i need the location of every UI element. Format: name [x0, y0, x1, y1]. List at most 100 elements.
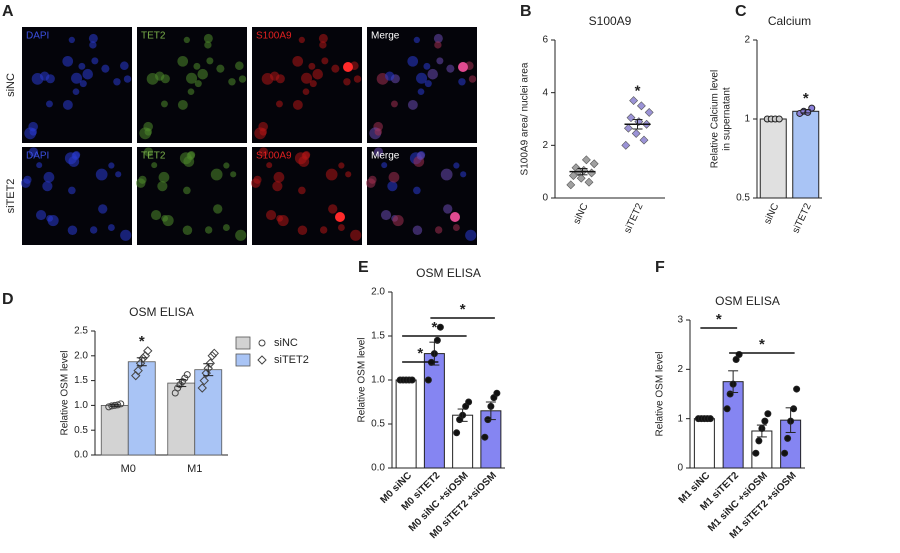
- cell: [62, 55, 74, 67]
- micrograph: [367, 27, 477, 143]
- data-point: [133, 365, 143, 376]
- y-tick-label: 0.0: [371, 463, 385, 474]
- cell: [62, 99, 73, 110]
- panel-letter: C: [735, 3, 747, 20]
- data-point: [181, 374, 189, 382]
- cell: [416, 72, 428, 84]
- cell: [270, 71, 280, 81]
- cell: [443, 204, 453, 214]
- cell: [258, 147, 269, 157]
- significance: *: [635, 83, 641, 100]
- y-tick-label: 2.0: [74, 350, 88, 361]
- micrograph: [252, 27, 362, 143]
- cell: [150, 209, 162, 221]
- cell: [453, 162, 460, 169]
- cell: [392, 214, 404, 227]
- y-axis-label: Relative Calcium level: [710, 70, 721, 168]
- cell: [228, 78, 236, 86]
- y-tick-label: 1.0: [74, 400, 88, 411]
- cell: [107, 224, 115, 232]
- cell: [68, 186, 76, 195]
- y-tick-label: 0: [542, 193, 548, 204]
- cell: [417, 88, 425, 96]
- cell: [433, 33, 443, 43]
- significance: *: [417, 345, 423, 362]
- cell: [101, 64, 110, 73]
- panel-letter: E: [358, 259, 369, 276]
- y-tick-label: 1.5: [74, 375, 88, 386]
- data-point: [584, 177, 594, 187]
- y-tick-label: 2: [744, 35, 750, 46]
- data-point: [143, 346, 153, 356]
- cell: [388, 171, 400, 183]
- significance: *: [759, 336, 765, 353]
- bar: [100, 404, 129, 456]
- data-point: [197, 383, 207, 393]
- data-point: [626, 113, 636, 123]
- bar: [167, 382, 196, 456]
- legend-swatch: [235, 336, 251, 350]
- data-point: [566, 180, 576, 190]
- cell: [350, 229, 362, 241]
- cell: [436, 57, 444, 65]
- cell: [413, 36, 420, 44]
- cell: [328, 204, 338, 214]
- cell: [298, 36, 305, 44]
- bar: [452, 414, 474, 469]
- cell: [210, 168, 223, 181]
- channel-label: S100A9: [256, 151, 292, 162]
- cell: [460, 171, 467, 178]
- y-tick-label: 2.0: [371, 287, 385, 298]
- cell: [72, 88, 80, 96]
- cell: [345, 171, 352, 178]
- cell: [186, 151, 195, 160]
- bar: [792, 110, 820, 199]
- cell: [35, 209, 47, 221]
- cell: [193, 62, 201, 70]
- y-tick-label: 0.5: [371, 419, 385, 430]
- cell: [182, 225, 193, 236]
- legend-swatch: [235, 353, 251, 367]
- cell: [321, 57, 329, 65]
- cell: [309, 80, 317, 88]
- data-point: [755, 437, 763, 445]
- cell: [158, 171, 170, 183]
- data-point: [568, 171, 578, 181]
- cell: [144, 128, 152, 136]
- data-point: [752, 449, 760, 457]
- x-tick-label: siTET2: [791, 201, 815, 235]
- row-label: siNC: [5, 73, 17, 97]
- data-point: [205, 358, 215, 368]
- cell: [427, 68, 438, 80]
- cell: [390, 100, 398, 108]
- cell: [36, 162, 43, 169]
- cell: [95, 168, 108, 181]
- cell: [458, 78, 466, 86]
- cell: [40, 71, 50, 81]
- cell: [183, 36, 190, 44]
- cell: [319, 41, 327, 49]
- cell: [446, 64, 455, 73]
- cell: [423, 62, 431, 70]
- data-point: [178, 378, 186, 386]
- data-point: [209, 348, 219, 359]
- cell: [365, 178, 376, 188]
- data-point: [775, 115, 783, 123]
- data-point: [199, 375, 209, 386]
- cell: [157, 181, 168, 192]
- cell: [206, 57, 214, 65]
- cell: [187, 88, 195, 96]
- cell: [265, 209, 277, 221]
- data-point: [629, 96, 639, 105]
- cell: [413, 186, 421, 195]
- cell: [374, 128, 382, 136]
- y-tick-label: 1.0: [371, 375, 385, 386]
- cell: [373, 147, 384, 157]
- data-point: [453, 429, 461, 437]
- cell: [204, 226, 213, 234]
- data-point: [138, 353, 148, 363]
- cell: [143, 147, 154, 157]
- data-point: [726, 390, 734, 398]
- cell: [91, 57, 99, 65]
- cell: [318, 33, 328, 43]
